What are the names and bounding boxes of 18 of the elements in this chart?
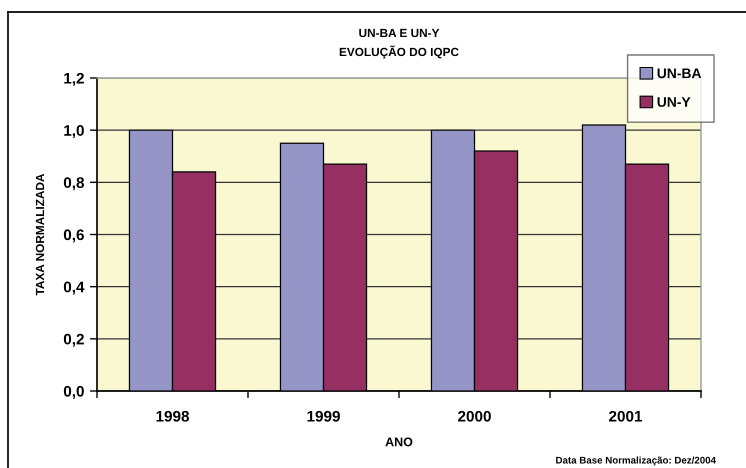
x-tick-label: 2000 bbox=[458, 410, 491, 422]
y-tick-label: 0,4 bbox=[64, 282, 84, 295]
y-axis-title: TAXA NORMALIZADA bbox=[36, 174, 44, 296]
chart-subtitle: EVOLUÇÃO DO IQPC bbox=[340, 46, 459, 58]
y-tick-label: 0,8 bbox=[64, 177, 84, 190]
text: Data Base Normalização: Dez/2004 bbox=[556, 456, 716, 466]
y-tick-label: 0,6 bbox=[64, 229, 84, 242]
legend-label: UN-BA bbox=[658, 68, 702, 78]
y-tick-label: 1,2 bbox=[64, 72, 84, 86]
legend-label: UN-Y bbox=[658, 97, 690, 107]
x-axis-title: ANO bbox=[385, 438, 412, 446]
y-tick-label: 0,2 bbox=[64, 334, 84, 347]
chart-title: UN-BA E UN-Y bbox=[359, 28, 440, 38]
x-tick-label: 1999 bbox=[307, 410, 340, 422]
y-tick-label: 0,0 bbox=[64, 386, 84, 399]
y-tick-label: 1,0 bbox=[64, 125, 84, 138]
x-tick-label: 2001 bbox=[609, 410, 642, 422]
x-tick-label: 1998 bbox=[156, 410, 190, 422]
